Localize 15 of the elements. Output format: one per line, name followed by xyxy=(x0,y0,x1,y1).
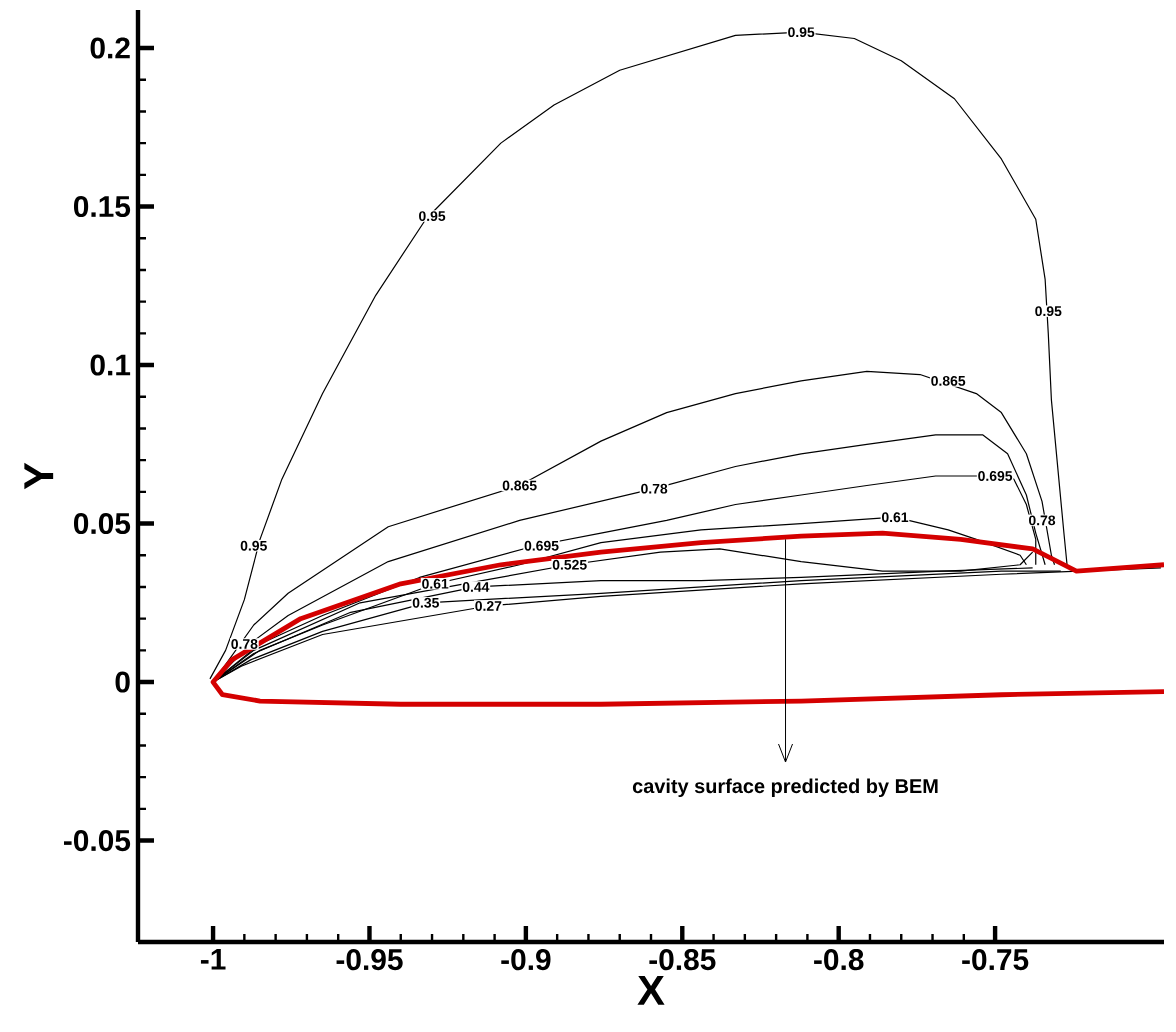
x-tick-label: -0.95 xyxy=(336,949,403,971)
y-axis-title: Y xyxy=(24,462,54,490)
y-tick-label: 0 xyxy=(115,671,130,693)
annotation: cavity surface predicted by BEM xyxy=(632,778,938,798)
y-tick-label: 0.2 xyxy=(90,37,130,59)
x-tick-label: -0.75 xyxy=(962,949,1029,971)
x-tick-label: -0.9 xyxy=(501,949,551,971)
x-axis-title: X xyxy=(637,975,665,1005)
y-tick-label: -0.05 xyxy=(63,829,131,852)
y-tick-label: 0.05 xyxy=(73,512,131,535)
x-tick-label: -0.8 xyxy=(814,949,864,971)
y-tick-label: 0.1 xyxy=(90,354,131,376)
y-tick-label: 0.15 xyxy=(73,195,131,218)
x-tick-label: -1 xyxy=(200,949,226,970)
x-tick-label: -0.85 xyxy=(649,949,716,971)
